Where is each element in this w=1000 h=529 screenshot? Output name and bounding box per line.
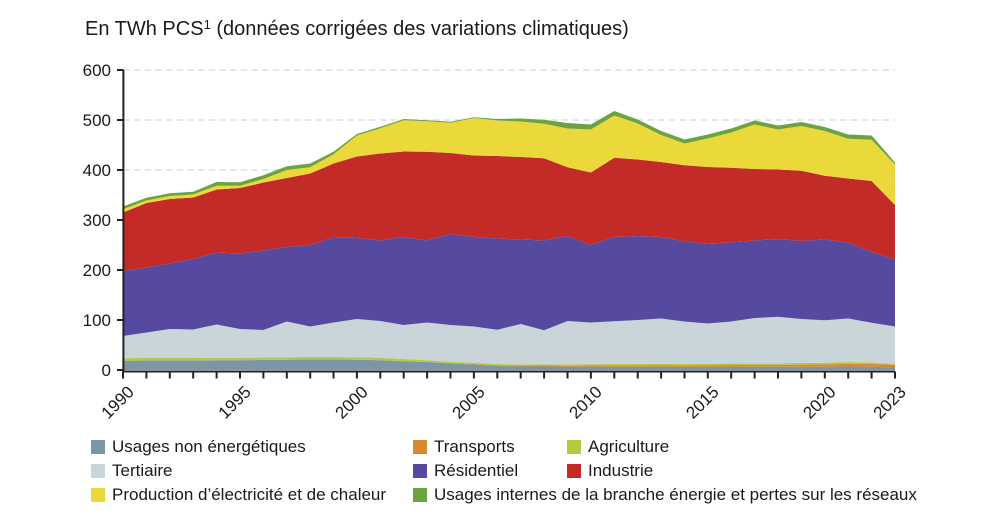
svg-text:2005: 2005 xyxy=(449,382,489,422)
svg-text:500: 500 xyxy=(83,111,111,130)
svg-text:2000: 2000 xyxy=(332,382,372,422)
svg-text:300: 300 xyxy=(83,211,111,230)
svg-text:1990: 1990 xyxy=(98,382,138,422)
svg-text:200: 200 xyxy=(83,261,111,280)
svg-text:2015: 2015 xyxy=(682,382,722,422)
svg-text:100: 100 xyxy=(83,311,111,330)
svg-text:1995: 1995 xyxy=(215,382,255,422)
svg-text:2010: 2010 xyxy=(566,382,606,422)
svg-text:600: 600 xyxy=(83,61,111,80)
svg-text:2023: 2023 xyxy=(870,382,910,422)
svg-text:2020: 2020 xyxy=(799,382,839,422)
svg-text:400: 400 xyxy=(83,161,111,180)
svg-text:0: 0 xyxy=(102,361,111,380)
